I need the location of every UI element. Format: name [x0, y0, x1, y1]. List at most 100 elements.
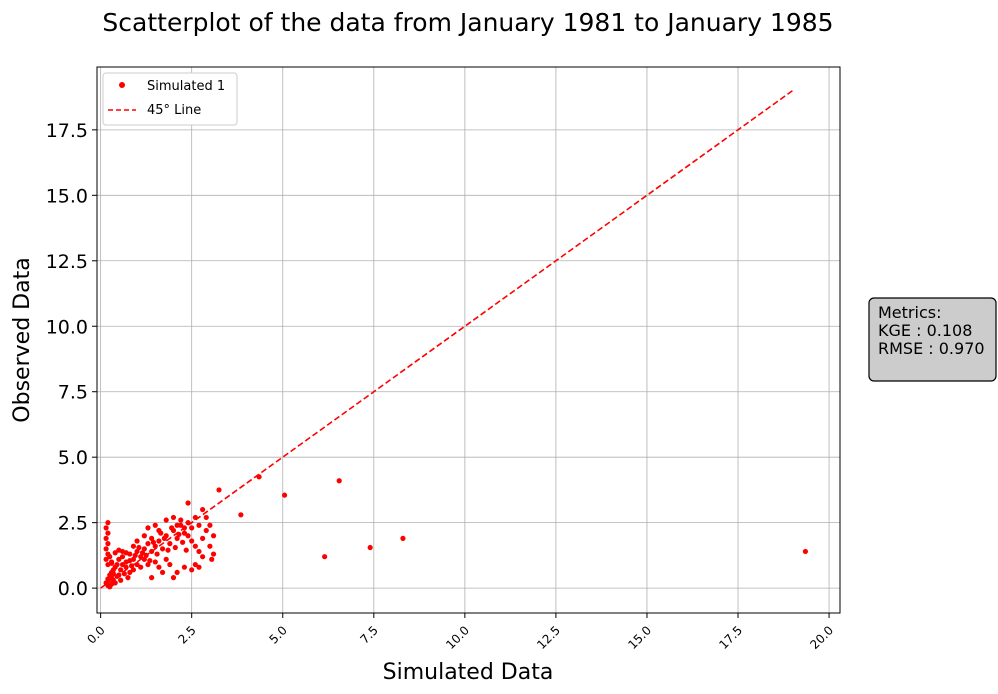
- x-tick-label: 15.0: [625, 623, 654, 652]
- data-point: [322, 554, 328, 560]
- data-point: [118, 567, 124, 573]
- data-point: [400, 535, 406, 541]
- y-tick-label: 2.5: [58, 513, 88, 535]
- data-point: [152, 559, 158, 565]
- data-point: [141, 556, 147, 562]
- y-tick-label: 5.0: [58, 447, 88, 469]
- y-tick-label: 17.5: [46, 120, 88, 142]
- y-tick-label: 12.5: [46, 251, 88, 273]
- legend-marker-points: [119, 82, 125, 88]
- data-point: [127, 569, 133, 576]
- data-point: [170, 575, 177, 581]
- metrics-rmse: RMSE : 0.970: [878, 339, 985, 358]
- x-tick-label: 10.0: [443, 623, 472, 652]
- data-point: [149, 535, 155, 541]
- x-tick-label: 7.5: [358, 623, 381, 646]
- legend-label-simulated: Simulated 1: [147, 79, 225, 94]
- y-tick-label: 10.0: [46, 316, 88, 338]
- line-45-degree: [100, 89, 794, 589]
- data-point: [210, 533, 217, 539]
- plot-frame: [96, 66, 841, 614]
- data-point: [143, 552, 149, 558]
- legend-box: [102, 72, 238, 126]
- data-point: [119, 561, 126, 568]
- data-point: [127, 558, 133, 564]
- data-point: [103, 580, 109, 586]
- data-point: [103, 556, 109, 562]
- data-point: [112, 580, 118, 586]
- data-point: [105, 530, 111, 536]
- legend: Simulated 1 45° Line: [102, 72, 238, 126]
- data-point: [161, 535, 167, 541]
- data-point: [367, 544, 373, 551]
- legend-label-45-line: 45° Line: [147, 103, 201, 118]
- data-point: [200, 506, 206, 513]
- data-point: [185, 520, 191, 526]
- data-point: [152, 522, 158, 528]
- y-axis-ticks: 0.0 2.5 5.0 7.5 10.0 12.5 15.0 17.5: [46, 120, 97, 600]
- metrics-box-background: [868, 297, 997, 382]
- data-point: [119, 554, 126, 560]
- data-point: [114, 573, 120, 579]
- x-tick-label: 2.5: [175, 623, 198, 646]
- data-point: [192, 561, 198, 568]
- data-point: [216, 487, 222, 493]
- data-point: [134, 548, 140, 555]
- data-point: [105, 520, 111, 526]
- data-point: [192, 514, 198, 521]
- chart-title: Scatterplot of the data from January 198…: [102, 8, 833, 37]
- data-point: [154, 551, 160, 557]
- data-point: [256, 474, 262, 480]
- y-axis-label: Observed Data: [10, 257, 35, 422]
- x-tick-label: 0.0: [84, 623, 107, 646]
- data-point: [152, 543, 158, 549]
- data-point: [141, 546, 147, 552]
- data-point: [134, 561, 140, 568]
- data-point: [165, 547, 171, 553]
- metrics-title: Metrics:: [878, 303, 941, 322]
- data-point: [200, 535, 206, 541]
- data-point: [210, 551, 217, 557]
- data-point: [116, 556, 122, 562]
- data-point: [145, 561, 151, 568]
- data-point: [149, 548, 155, 555]
- data-point: [156, 527, 162, 534]
- data-point: [141, 533, 147, 539]
- data-point: [108, 560, 115, 566]
- data-point: [196, 522, 202, 528]
- data-point: [189, 567, 195, 573]
- data-point: [203, 514, 209, 521]
- data-point: [207, 543, 213, 549]
- x-axis-ticks: 0.0 2.5 5.0 7.5 10.0 12.5 15.0 17.5 20.0: [84, 613, 836, 652]
- data-point: [130, 543, 137, 549]
- data-point: [125, 575, 131, 581]
- data-point: [167, 561, 173, 568]
- data-point: [196, 548, 202, 555]
- data-point: [170, 514, 177, 521]
- data-point: [185, 500, 191, 506]
- data-point: [181, 564, 188, 570]
- data-point: [130, 567, 137, 573]
- data-point: [156, 538, 162, 544]
- y-tick-label: 15.0: [46, 185, 88, 207]
- data-point: [336, 478, 342, 484]
- data-point: [112, 550, 118, 556]
- y-tick-label: 7.5: [58, 382, 88, 404]
- data-point: [189, 538, 195, 544]
- data-point: [103, 525, 109, 531]
- data-point: [136, 544, 142, 551]
- data-point: [176, 531, 182, 538]
- data-point: [178, 517, 184, 523]
- line-45: [100, 89, 794, 589]
- data-point: [138, 564, 144, 570]
- data-point: [134, 538, 140, 544]
- data-point: [149, 575, 155, 581]
- x-tick-label: 20.0: [807, 623, 836, 652]
- data-point: [174, 522, 180, 528]
- x-tick-label: 12.5: [534, 623, 563, 652]
- data-point: [139, 550, 146, 556]
- data-point: [203, 527, 209, 534]
- metrics-kge: KGE : 0.108: [878, 321, 972, 340]
- data-point: [192, 543, 198, 549]
